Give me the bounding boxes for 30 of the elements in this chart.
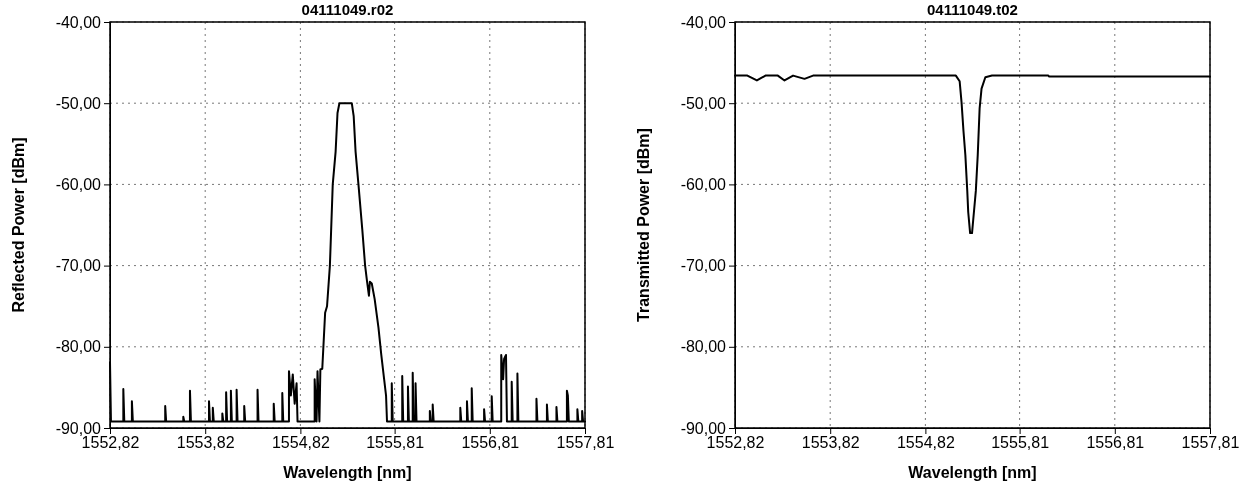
y-tick-label: -90,00 <box>55 419 102 437</box>
x-tick-label: 1556,81 <box>1086 434 1145 452</box>
x-axis-title: Wavelength [nm] <box>283 464 412 481</box>
x-tick-label: 1554,82 <box>271 434 330 452</box>
y-tick-label: -40,00 <box>55 13 102 31</box>
x-tick-label: 1557,81 <box>1181 434 1240 452</box>
x-tick-label: 1555,81 <box>366 434 425 452</box>
x-tick-label: 1554,82 <box>896 434 955 452</box>
x-tick-label: 1556,81 <box>461 434 520 452</box>
chart-title: 04111049.r02 <box>301 1 394 18</box>
x-tick-label: 1553,82 <box>176 434 235 452</box>
y-tick-label: -80,00 <box>680 338 727 356</box>
y-tick-label: -50,00 <box>55 94 102 112</box>
x-tick-label: 1553,82 <box>801 434 860 452</box>
chart-title: 04111049.t02 <box>927 1 1018 18</box>
y-tick-label: -90,00 <box>680 419 727 437</box>
y-tick-label: -50,00 <box>680 94 727 112</box>
y-tick-label: -60,00 <box>55 176 102 194</box>
y-tick-label: -40,00 <box>680 13 727 31</box>
y-axis-title: Transmitted Power [dBm] <box>635 128 652 322</box>
y-tick-label: -70,00 <box>55 257 102 275</box>
x-tick-label: 1557,81 <box>556 434 615 452</box>
y-tick-label: -60,00 <box>680 176 727 194</box>
y-axis-title: Reflected Power [dBm] <box>10 137 27 313</box>
y-tick-label: -70,00 <box>680 257 727 275</box>
x-tick-label: 1552,82 <box>81 434 140 452</box>
x-tick-label: 1552,82 <box>706 434 765 452</box>
y-tick-label: -80,00 <box>55 338 102 356</box>
x-tick-label: 1555,81 <box>991 434 1050 452</box>
x-axis-title: Wavelength [nm] <box>908 464 1037 481</box>
